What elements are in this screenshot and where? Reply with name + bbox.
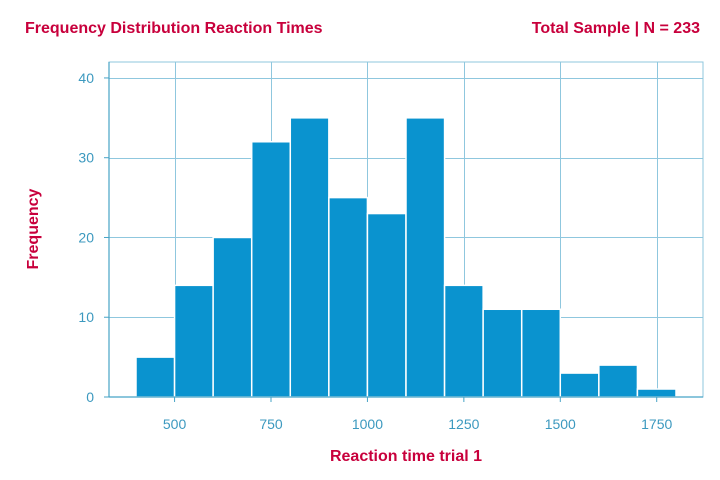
histogram-bar xyxy=(443,284,484,398)
y-tick-label: 10 xyxy=(78,309,94,325)
histogram-bar xyxy=(366,212,407,398)
x-tick-label: 1250 xyxy=(448,416,479,432)
x-tick-label: 500 xyxy=(163,416,187,432)
tick-labels: 0 10 20 30 40 500 750 1000 1250 1500 1750 xyxy=(78,70,672,432)
histogram-bar xyxy=(636,388,677,398)
histogram-bar xyxy=(598,364,639,398)
x-axis-label: Reaction time trial 1 xyxy=(329,448,483,465)
histogram-bar xyxy=(250,141,292,398)
y-tick-label: 30 xyxy=(78,150,94,166)
histogram-bar xyxy=(559,372,600,398)
histogram-bar xyxy=(173,284,214,398)
histogram-bar xyxy=(135,356,176,398)
histogram-bar xyxy=(405,117,446,398)
axes xyxy=(104,62,703,402)
x-tick-label: 1000 xyxy=(352,416,383,432)
x-tick-label: 1500 xyxy=(545,416,576,432)
histogram-bar xyxy=(328,196,369,398)
histogram-bar xyxy=(520,308,562,398)
histogram-bars xyxy=(135,117,677,398)
chart-title: Frequency Distribution Reaction Times xyxy=(25,20,323,37)
chart-subtitle: Total Sample | N = 233 xyxy=(531,20,700,37)
histogram-bar xyxy=(212,236,253,398)
x-tick-label: 750 xyxy=(259,416,283,432)
histogram-bar xyxy=(482,308,523,398)
histogram-bar xyxy=(289,117,330,398)
y-tick-label: 0 xyxy=(86,389,94,405)
y-tick-label: 20 xyxy=(78,229,94,245)
y-axis-label: Frequency xyxy=(25,188,42,270)
x-tick-label: 1750 xyxy=(641,416,672,432)
y-tick-label: 40 xyxy=(78,70,94,86)
